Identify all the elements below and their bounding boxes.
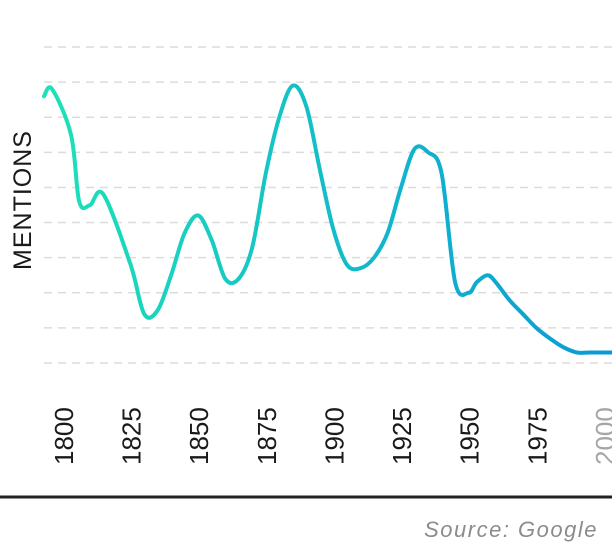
source-note: Source: Google bbox=[424, 517, 598, 542]
x-tick-label: 1850 bbox=[184, 407, 214, 465]
series-line-mentions bbox=[42, 83, 612, 355]
x-axis-ticks: 1800 1825 1850 1875 1900 1925 1950 1975 2000 bbox=[49, 407, 612, 465]
x-tick-label: 1950 bbox=[455, 407, 485, 465]
x-tick-label: 1875 bbox=[252, 407, 282, 465]
x-tick-label: 2000 bbox=[590, 407, 612, 465]
x-tick-label: 1925 bbox=[387, 407, 417, 465]
x-tick-label: 1800 bbox=[49, 407, 79, 465]
y-axis-label: MENTIONS bbox=[9, 130, 37, 270]
gridlines bbox=[44, 46, 612, 364]
x-tick-label: 1975 bbox=[522, 407, 552, 465]
x-tick-label: 1900 bbox=[319, 407, 349, 465]
x-tick-label: 1825 bbox=[117, 407, 147, 465]
